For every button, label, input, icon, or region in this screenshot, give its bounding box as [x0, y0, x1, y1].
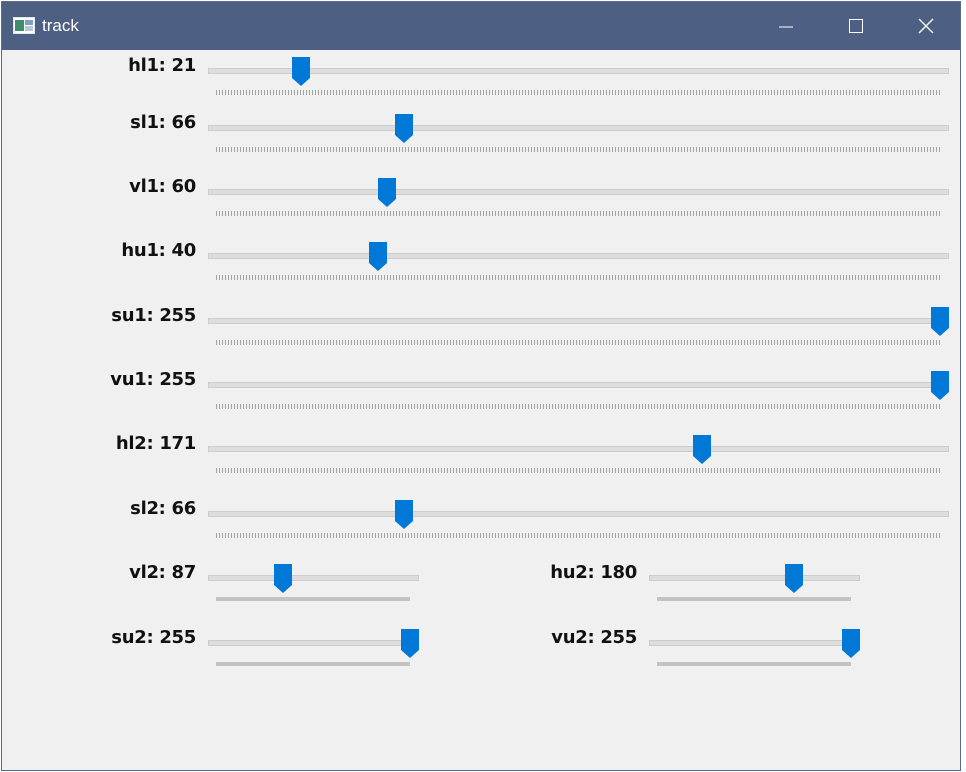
trackbar-label-hu1: hu1: 40	[121, 240, 196, 261]
trackbar-track-vl2[interactable]	[208, 575, 419, 581]
trackbar-thumb-hu1[interactable]	[368, 242, 387, 271]
trackbar-track-vu2[interactable]	[649, 640, 860, 646]
trackbar-label-hl1: hl1: 21	[128, 55, 196, 76]
window-title: track	[42, 16, 79, 35]
trackbar-vl2: vl2: 87	[2, 557, 960, 617]
trackbar-label-su2: su2: 255	[111, 627, 196, 648]
trackbar-thumb-vl1[interactable]	[378, 178, 397, 207]
trackbar-ticks-su1	[216, 340, 941, 345]
title-bar[interactable]: track	[2, 2, 960, 50]
trackbar-track-sl1[interactable]	[208, 125, 949, 131]
trackbar-sl2: sl2: 66	[2, 493, 960, 553]
trackbar-thumb-vu2[interactable]	[842, 629, 860, 658]
maximize-button[interactable]	[821, 2, 891, 50]
trackbar-thumb-su1[interactable]	[931, 307, 949, 336]
trackbar-su2: su2: 255	[2, 622, 960, 682]
trackbar-track-hu2[interactable]	[649, 575, 860, 581]
trackbar-thumb-vl2[interactable]	[273, 564, 292, 593]
trackbar-label-sl2: sl2: 66	[130, 498, 196, 519]
minimize-button[interactable]	[751, 2, 821, 50]
trackbar-track-vu1[interactable]	[208, 382, 949, 388]
trackbar-thumb-vu1[interactable]	[931, 371, 949, 400]
trackbar-label-su1: su1: 255	[111, 305, 196, 326]
trackbar-thumb-sl1[interactable]	[395, 114, 414, 143]
close-button[interactable]	[891, 2, 960, 50]
trackbar-vu2: vu2: 255	[2, 622, 960, 682]
minimize-icon	[779, 26, 793, 28]
trackbar-label-vl1: vl1: 60	[129, 176, 196, 197]
trackbar-hu1: hu1: 40	[2, 235, 960, 295]
trackbar-ticks-hl2	[216, 468, 941, 473]
trackbar-hu2: hu2: 180	[2, 557, 960, 617]
trackbar-track-sl2[interactable]	[208, 511, 949, 517]
close-icon	[918, 18, 934, 34]
trackbar-label-vu1: vu1: 255	[110, 369, 196, 390]
trackbar-thumb-hu2[interactable]	[785, 564, 804, 593]
trackbar-hl2: hl2: 171	[2, 428, 960, 488]
trackbar-label-vu2: vu2: 255	[551, 627, 637, 648]
trackbar-label-vl2: vl2: 87	[129, 562, 196, 583]
trackbar-track-hl1[interactable]	[208, 68, 949, 74]
trackbar-sl1: sl1: 66	[2, 107, 960, 167]
trackbar-label-hl2: hl2: 171	[115, 433, 196, 454]
trackbar-thumb-sl2[interactable]	[395, 500, 414, 529]
trackbar-su1: su1: 255	[2, 300, 960, 360]
trackbar-track-vl1[interactable]	[208, 189, 949, 195]
trackbar-thumb-su2[interactable]	[401, 629, 419, 658]
trackbar-label-hu2: hu2: 180	[550, 562, 637, 583]
trackbar-ticks-vu1	[216, 404, 941, 409]
maximize-icon	[849, 19, 863, 33]
trackbar-panel: hl1: 21 sl1: 66 vl1: 60 hu1: 40 su1: 255 vu1:…	[2, 50, 960, 770]
trackbar-track-hl2[interactable]	[208, 446, 949, 452]
trackbar-ticks-su2	[216, 662, 410, 666]
trackbar-track-hu1[interactable]	[208, 253, 949, 259]
trackbar-hl1: hl1: 21	[2, 50, 960, 110]
trackbar-vu1: vu1: 255	[2, 364, 960, 424]
trackbar-ticks-sl2	[216, 533, 941, 538]
trackbar-ticks-sl1	[216, 147, 941, 152]
trackbar-ticks-hu2	[657, 597, 851, 601]
trackbar-vl1: vl1: 60	[2, 171, 960, 231]
trackbar-label-sl1: sl1: 66	[130, 112, 196, 133]
trackbar-thumb-hl1[interactable]	[292, 57, 311, 86]
trackbar-ticks-hl1	[216, 90, 941, 95]
window-app-icon	[13, 17, 35, 34]
trackbar-ticks-vu2	[657, 662, 851, 666]
trackbar-ticks-vl1	[216, 211, 941, 216]
trackbar-ticks-vl2	[216, 597, 410, 601]
trackbar-ticks-hu1	[216, 275, 941, 280]
trackbar-thumb-hl2[interactable]	[692, 435, 711, 464]
trackbar-track-su1[interactable]	[208, 318, 949, 324]
